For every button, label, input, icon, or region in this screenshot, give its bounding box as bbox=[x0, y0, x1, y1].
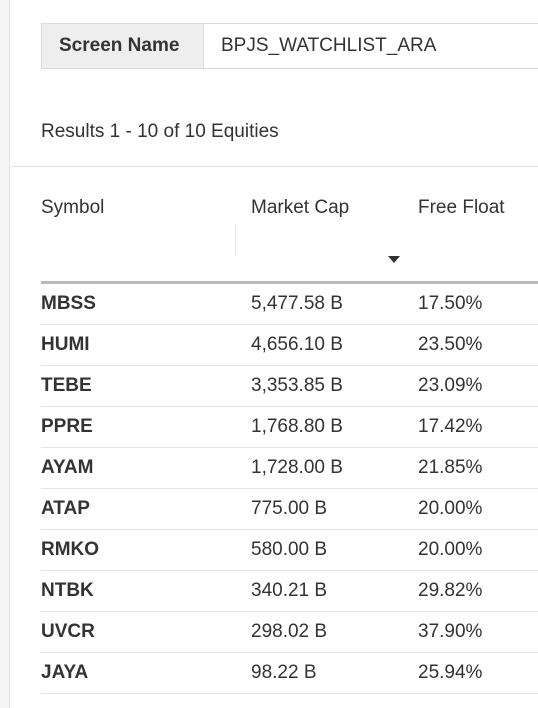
column-header-symbol[interactable]: Symbol bbox=[41, 197, 105, 218]
free-float-cell: 29.82% bbox=[418, 580, 483, 601]
free-float-cell: 37.90% bbox=[418, 621, 483, 642]
table-row[interactable]: AYAM 1,728.00 B 21.85% bbox=[41, 448, 538, 489]
symbol-cell[interactable]: JAYA bbox=[41, 662, 89, 683]
free-float-cell: 20.00% bbox=[418, 498, 483, 519]
market-cap-cell: 298.02 B bbox=[251, 621, 328, 642]
table-row[interactable]: HUMI 4,656.10 B 23.50% bbox=[41, 325, 538, 366]
symbol-cell[interactable]: UVCR bbox=[41, 621, 95, 642]
column-header-market-cap[interactable]: Market Cap bbox=[251, 197, 350, 218]
screen-name-value[interactable]: BPJS_WATCHLIST_ARA bbox=[221, 35, 437, 56]
symbol-cell[interactable]: ATAP bbox=[41, 498, 90, 519]
free-float-cell: 17.50% bbox=[418, 293, 483, 314]
free-float-cell: 21.85% bbox=[418, 457, 483, 478]
market-cap-cell: 1,768.80 B bbox=[251, 416, 343, 437]
market-cap-cell: 340.21 B bbox=[251, 580, 328, 601]
symbol-cell[interactable]: AYAM bbox=[41, 457, 94, 478]
free-float-cell: 20.00% bbox=[418, 539, 483, 560]
table-row[interactable]: ATAP 775.00 B 20.00% bbox=[41, 489, 538, 530]
table-row[interactable]: UVCR 298.02 B 37.90% bbox=[41, 612, 538, 653]
table-row[interactable]: RMKO 580.00 B 20.00% bbox=[41, 530, 538, 571]
table-row[interactable]: TEBE 3,353.85 B 23.09% bbox=[41, 366, 538, 407]
symbol-cell[interactable]: MBSS bbox=[41, 293, 96, 314]
table-row[interactable]: JAYA 98.22 B 25.94% bbox=[41, 653, 538, 694]
market-cap-cell: 3,353.85 B bbox=[251, 375, 343, 396]
symbol-cell[interactable]: NTBK bbox=[41, 580, 94, 601]
table-row[interactable]: NTBK 340.21 B 29.82% bbox=[41, 571, 538, 612]
symbol-cell[interactable]: TEBE bbox=[41, 375, 92, 396]
section-divider bbox=[11, 166, 538, 167]
market-cap-cell: 98.22 B bbox=[251, 662, 317, 683]
results-count: Results 1 - 10 of 10 Equities bbox=[41, 121, 279, 142]
results-table: MBSS 5,477.58 B 17.50% HUMI 4,656.10 B 2… bbox=[41, 284, 538, 694]
free-float-cell: 17.42% bbox=[418, 416, 483, 437]
column-header-free-float[interactable]: Free Float bbox=[418, 197, 505, 218]
table-row[interactable]: PPRE 1,768.80 B 17.42% bbox=[41, 407, 538, 448]
market-cap-cell: 775.00 B bbox=[251, 498, 328, 519]
symbol-cell[interactable]: HUMI bbox=[41, 334, 90, 355]
screen-name-field: Screen Name BPJS_WATCHLIST_ARA bbox=[41, 23, 538, 69]
header-divider bbox=[41, 281, 538, 284]
free-float-cell: 25.94% bbox=[418, 662, 483, 683]
column-resize-handle[interactable] bbox=[235, 224, 236, 256]
free-float-cell: 23.09% bbox=[418, 375, 483, 396]
free-float-cell: 23.50% bbox=[418, 334, 483, 355]
market-cap-cell: 580.00 B bbox=[251, 539, 328, 560]
market-cap-cell: 1,728.00 B bbox=[251, 457, 343, 478]
left-panel-edge bbox=[0, 0, 10, 708]
market-cap-cell: 4,656.10 B bbox=[251, 334, 343, 355]
caret-down-icon[interactable] bbox=[388, 256, 400, 263]
symbol-cell[interactable]: RMKO bbox=[41, 539, 100, 560]
market-cap-cell: 5,477.58 B bbox=[251, 293, 343, 314]
table-row[interactable]: MBSS 5,477.58 B 17.50% bbox=[41, 284, 538, 325]
symbol-cell[interactable]: PPRE bbox=[41, 416, 93, 437]
screen-name-label: Screen Name bbox=[42, 24, 204, 68]
